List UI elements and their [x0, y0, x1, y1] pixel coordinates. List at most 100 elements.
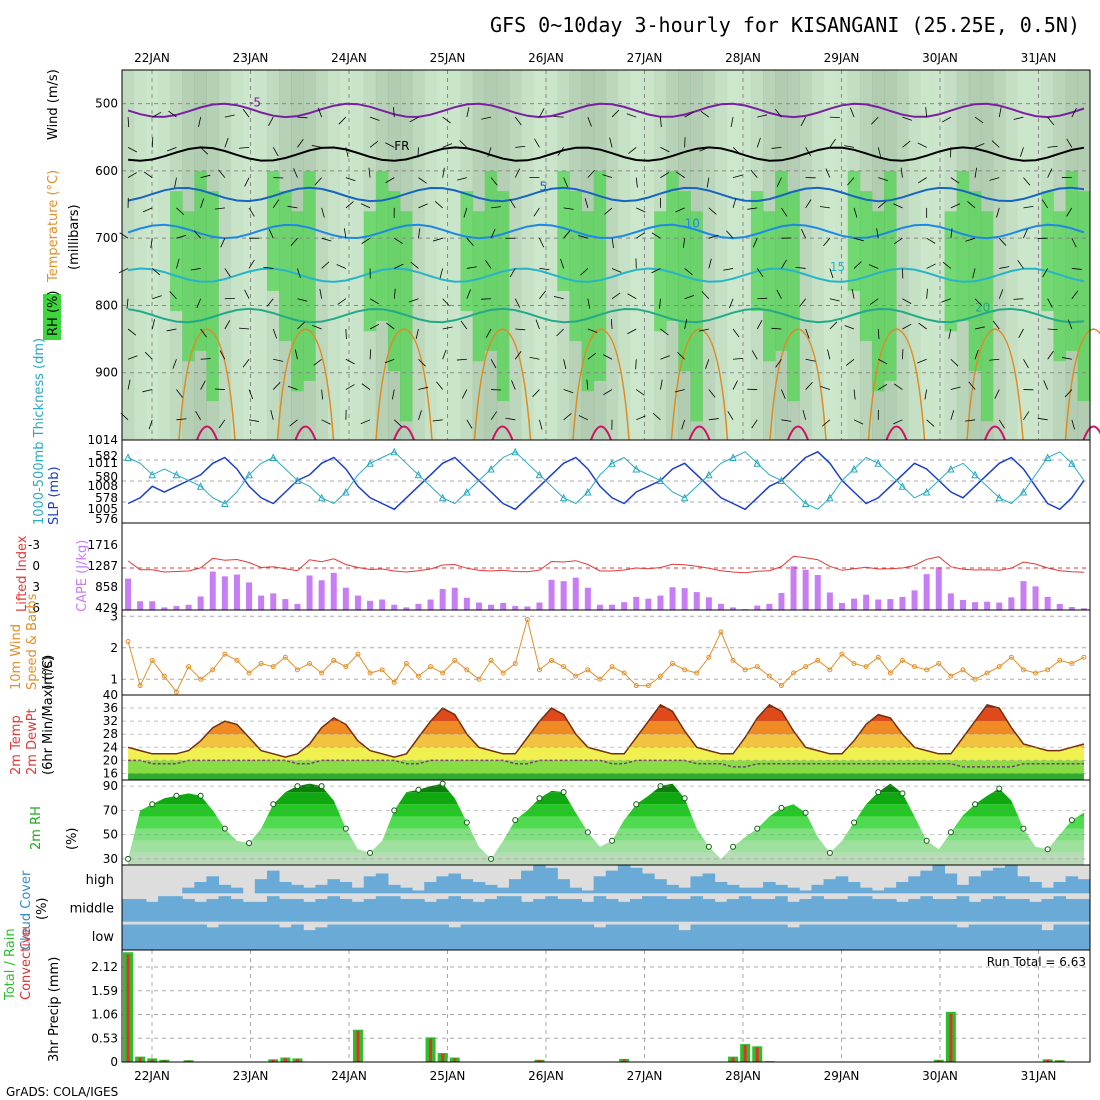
wind-barb	[732, 328, 740, 338]
wind-barb	[775, 108, 782, 118]
cloud-bar-low	[859, 924, 873, 950]
wind-barb	[466, 289, 471, 299]
wind-barb	[1023, 359, 1029, 369]
wind-barb	[757, 297, 768, 300]
rh-ytick-label: 50	[103, 828, 118, 842]
wind-barb	[587, 146, 598, 150]
wind-barb	[587, 298, 591, 309]
wind-speed-point	[246, 670, 252, 676]
hot-contour	[491, 425, 514, 441]
wind-barb	[1047, 168, 1053, 178]
wind-barb	[757, 114, 768, 118]
wind-barb	[485, 328, 492, 338]
rh-point	[342, 825, 349, 832]
date-label-bottom: 30JAN	[922, 1069, 958, 1083]
wind-speed-point	[803, 664, 809, 670]
warm-contour	[670, 328, 729, 441]
wind-speed-point	[960, 667, 966, 673]
wind-barb	[490, 206, 502, 209]
wind-barb	[436, 381, 443, 390]
temp-legend: 2m Temp 2m DewPt (6hr Min/Max) (°C)	[9, 655, 56, 775]
date-label-bottom: 27JAN	[627, 1069, 663, 1083]
cloud-bar-low	[690, 924, 704, 950]
wind-barb	[514, 168, 521, 178]
cape-bar	[282, 599, 289, 610]
wind-barb	[442, 167, 445, 178]
cloud-bar-low	[400, 924, 413, 950]
cloud-bar-middle	[508, 896, 522, 922]
wind-speed-point	[827, 667, 833, 673]
cloud-bar-high	[920, 870, 933, 894]
rh-high-cell	[871, 211, 885, 392]
cloud-bar-low	[968, 924, 982, 950]
wind-barb	[319, 288, 323, 299]
isotherm-label: 10	[685, 216, 700, 230]
wind-barb	[942, 261, 952, 269]
wind-barb	[200, 380, 206, 390]
wind-barb	[418, 203, 428, 209]
wind-barb	[532, 389, 540, 398]
run-total-label: Run Total = 6.63	[987, 955, 1086, 969]
thickness-marker	[753, 459, 762, 467]
wind-barb	[289, 419, 298, 427]
cape-bar	[717, 603, 724, 610]
rh-high-cell	[291, 211, 304, 392]
thickness-marker	[196, 482, 205, 490]
wind-barb	[950, 177, 960, 184]
wind-barb	[127, 147, 138, 153]
wind-barb	[244, 289, 250, 299]
wind-barb	[418, 228, 421, 239]
cloud-bar-middle	[629, 899, 643, 922]
cloud-bar-high	[702, 873, 716, 894]
wind-barb	[781, 259, 787, 269]
wind-barb	[563, 207, 574, 210]
hot-contour	[294, 425, 317, 441]
li-tick: -3	[28, 538, 40, 552]
cloud-bar-low	[884, 924, 897, 950]
cape-tick: 1716	[87, 538, 118, 552]
wind-speed-point	[936, 661, 942, 667]
wind-barb	[196, 298, 202, 309]
cloud-bar-high	[629, 867, 643, 894]
wind-barb	[684, 268, 693, 276]
rh-high-cell	[1041, 191, 1054, 312]
wind-barb	[701, 291, 710, 300]
wind-speed-point	[778, 683, 784, 689]
date-label-top: 25JAN	[430, 51, 466, 65]
cape-frame	[121, 522, 1091, 611]
cape-bar	[935, 567, 942, 610]
chart-title: GFS 0~10day 3-hourly for KISANGANI (25.2…	[490, 13, 1080, 37]
cloud-bar-low	[1053, 924, 1067, 950]
rh-point	[851, 819, 858, 826]
cape-bar	[959, 599, 966, 610]
wind-barb	[200, 198, 205, 209]
rh-point	[536, 795, 543, 802]
warm-contour	[1064, 328, 1100, 441]
wind-barb	[823, 237, 831, 247]
cloud-bar-high	[968, 876, 982, 894]
pressure-axis-label: (millibars)	[67, 204, 82, 270]
wind-barb	[1019, 147, 1024, 157]
wind-barb	[385, 142, 395, 148]
cloud-bar-low	[992, 924, 1006, 950]
cloud-bar-low	[847, 924, 861, 950]
wind-barb	[514, 116, 522, 126]
slp-left-tick: 576	[95, 512, 118, 526]
rh-shade-column	[617, 70, 631, 440]
cloud-bar-low	[448, 927, 462, 950]
cape-bar	[391, 604, 398, 610]
thickness-marker	[632, 464, 641, 473]
warm-contour	[178, 328, 236, 441]
thickness-marker	[947, 464, 955, 473]
temp-legend-label: Temperature (°C)	[46, 170, 61, 283]
cloud-bar-low	[1017, 924, 1030, 950]
cloud-bar-low	[980, 924, 994, 950]
cape-bar	[536, 602, 543, 610]
wind-barb	[972, 268, 976, 279]
cloud-bar-low	[1077, 924, 1091, 950]
thickness-marker	[559, 493, 568, 502]
cloud-bar-middle	[884, 899, 897, 922]
wind-barb	[578, 235, 588, 239]
precip-conv-bar	[1058, 1060, 1062, 1062]
wind-barb	[660, 328, 669, 336]
